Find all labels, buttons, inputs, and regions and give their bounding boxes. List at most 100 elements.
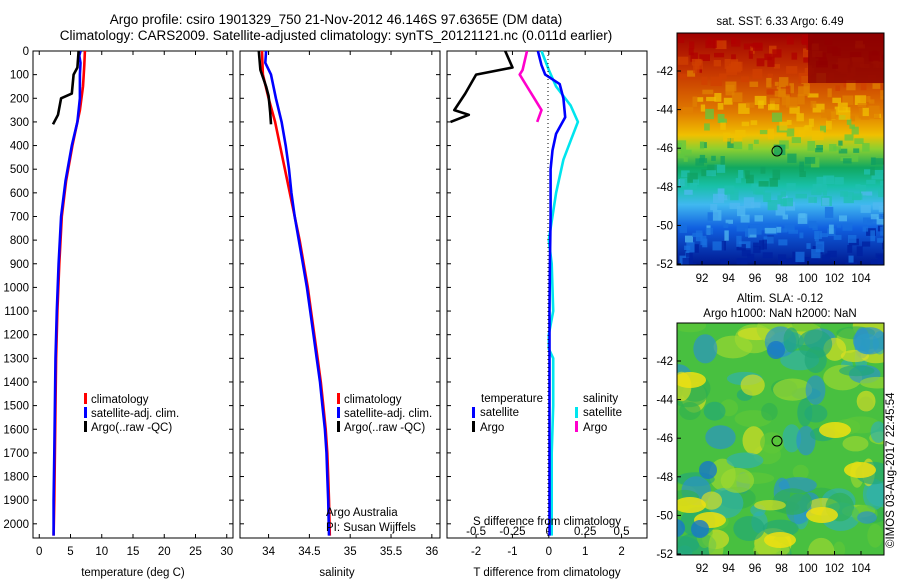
sla-blob — [870, 421, 884, 443]
sla-blob — [761, 402, 778, 421]
sst-pixel — [750, 120, 758, 126]
sst-pixel — [862, 226, 869, 232]
depth-tick-label: 1100 — [4, 306, 29, 318]
t-difference-tick-label: 1 — [582, 546, 588, 558]
sst-pixel — [715, 40, 727, 50]
sst-pixel — [725, 219, 733, 224]
sst-pixel — [874, 110, 880, 119]
sst-pixel — [685, 235, 693, 243]
sst-pixel — [812, 184, 822, 189]
sst-pixel — [692, 232, 703, 237]
sst-pixel — [760, 223, 769, 231]
depth-tick-label: 1800 — [3, 472, 29, 484]
sst-pixel — [779, 77, 789, 88]
sst-pixel — [720, 156, 725, 165]
sst-pixel — [721, 241, 726, 251]
sst-pixel — [866, 179, 876, 185]
sst-pixel — [839, 215, 847, 222]
sst-pixel — [816, 145, 823, 150]
depth-tick-label: 200 — [10, 93, 29, 105]
sst-pixel — [680, 73, 687, 79]
map-x-tick-label: 104 — [851, 563, 871, 575]
sst-pixel — [753, 139, 759, 144]
sst-pixel — [860, 113, 870, 120]
sst-pixel — [821, 109, 831, 118]
sst-pixel — [767, 200, 778, 211]
sla-blob — [857, 511, 877, 524]
sst-pixel — [871, 158, 883, 165]
depth-tick-label: 400 — [10, 141, 29, 153]
sla-blob — [726, 452, 764, 469]
sst-pixel — [827, 112, 832, 124]
sst-pixel — [699, 158, 708, 163]
map-x-tick-label: 100 — [798, 563, 817, 575]
sst-pixel — [860, 205, 871, 213]
sst-pixel — [756, 58, 765, 67]
map-y-tick-label: -52 — [656, 549, 673, 561]
s-difference-axis-label: S difference from climatology — [473, 516, 621, 528]
sst-pixel — [878, 213, 884, 219]
sst-pixel — [782, 197, 793, 207]
annotation-argo-australia: Argo Australia — [326, 507, 398, 519]
salinity-tick-label: 34.5 — [298, 546, 320, 558]
sst-pixel — [877, 238, 883, 243]
legend-swatch-s-satellite — [575, 407, 578, 418]
sst-pixel — [822, 197, 830, 206]
sla-blob — [740, 374, 765, 396]
sla-high-blob — [677, 372, 706, 388]
sst-pixel — [684, 189, 693, 195]
sst-pixel — [702, 89, 714, 95]
salinity-tick-label: 36 — [425, 546, 438, 558]
sla-low-blob — [767, 341, 785, 359]
sst-pixel — [870, 230, 875, 242]
sst-pixel — [710, 204, 718, 211]
sla-blob — [782, 424, 802, 453]
map-y-tick-label: -44 — [656, 105, 673, 117]
map-x-tick-label: 96 — [749, 273, 762, 285]
map-y-tick-label: -52 — [656, 259, 673, 271]
sst-pixel — [677, 56, 689, 65]
sst-pixel — [864, 169, 872, 175]
depth-tick-label: 900 — [10, 259, 29, 271]
sst-pixel — [714, 52, 725, 58]
sst-pixel — [680, 149, 692, 155]
legend-swatch-argo — [337, 421, 340, 432]
sst-pixel — [834, 106, 840, 115]
sst-pixel — [801, 257, 810, 262]
legend-label-satellite: satellite-adj. clim. — [91, 408, 179, 420]
sst-pixel — [833, 234, 842, 240]
sst-pixel — [846, 115, 855, 122]
depth-tick-label: 1700 — [3, 448, 29, 460]
sst-pixel — [876, 217, 884, 225]
sst-pixel — [780, 191, 786, 198]
sst-pixel — [853, 148, 860, 153]
sst-pixel — [738, 170, 744, 179]
sst-pixel — [838, 148, 848, 154]
map-x-tick-label: 98 — [775, 273, 788, 285]
sst-pixel — [705, 40, 717, 49]
sst-pixel — [846, 118, 852, 125]
sst-pixel — [791, 137, 801, 144]
depth-tick-label: 700 — [10, 211, 29, 223]
sla-blob — [733, 516, 765, 541]
legend-swatch-satellite — [337, 407, 340, 418]
depth-tick-label: 1000 — [3, 282, 29, 294]
sst-pixel — [704, 123, 710, 131]
sst-pixel — [723, 97, 733, 105]
sst-pixel — [882, 240, 884, 250]
sst-pixel — [745, 170, 750, 179]
sst-pixel — [773, 64, 780, 69]
sst-pixel — [772, 169, 781, 180]
temperature-tick-label: 30 — [220, 546, 233, 558]
sst-pixel — [805, 125, 812, 135]
sst-pixel — [714, 93, 722, 102]
t-difference-tick-label: 0 — [546, 546, 552, 558]
sst-pixel — [762, 252, 773, 259]
sst-pixel — [842, 222, 853, 231]
map-y-tick-label: -48 — [656, 182, 673, 194]
sst-pixel — [725, 84, 735, 96]
sst-pixel — [685, 253, 693, 258]
sla-blob — [677, 323, 707, 333]
sla-map-title-2: Argo h1000: NaN h2000: NaN — [703, 308, 856, 320]
sst-pixel — [729, 202, 741, 209]
